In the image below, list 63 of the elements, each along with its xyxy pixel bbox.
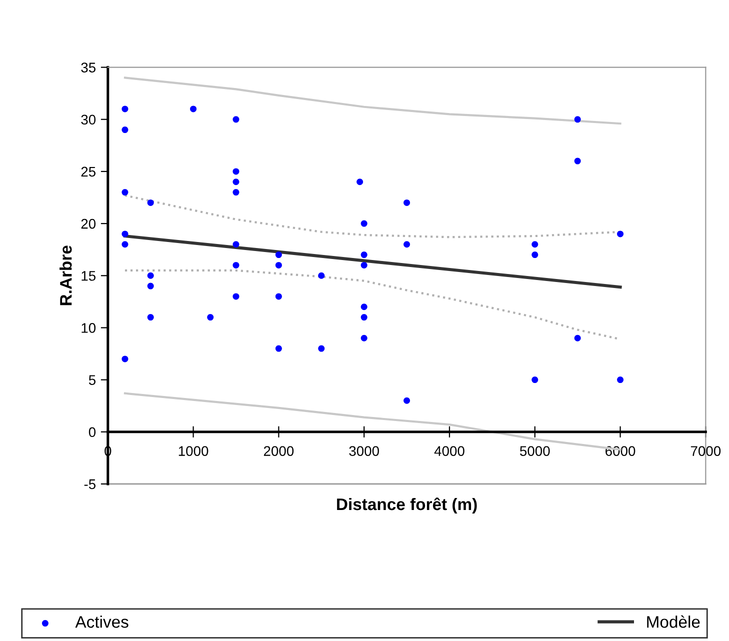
point [190,106,197,112]
point [617,376,624,384]
point [404,199,410,206]
point [360,304,368,310]
point [617,230,624,238]
point [532,376,538,384]
point [360,262,368,268]
x-tick-label: 2000 [264,446,294,456]
y-tick-label: 0 [88,427,96,438]
x-tick-label: 4000 [434,446,464,456]
point [232,178,240,186]
point [207,314,214,321]
x-tick-label: 1000 [178,446,208,456]
point [318,345,325,352]
point [574,334,581,342]
y-tick-label: 30 [81,114,96,125]
y-tick-label: 5 [88,375,96,385]
point [275,262,282,268]
point [574,116,581,123]
point [360,220,368,227]
y-tick-label: 15 [82,271,96,281]
point [275,345,282,352]
point [360,334,368,342]
y-axis-title: R.Arbre [60,246,72,306]
point [122,230,128,238]
y-tick-label: -5 [84,479,96,490]
point [122,106,128,112]
point [147,282,154,290]
point [532,252,538,258]
point [232,116,240,123]
point [147,314,154,321]
y-tick-label: 25 [81,166,96,177]
point [404,241,410,248]
point [360,252,368,258]
point [360,314,368,321]
line-series [124,76,622,125]
y-tick-label: 35 [81,62,96,72]
point [232,241,240,248]
point [122,126,128,134]
point [532,241,538,248]
x-tick-label: 3000 [349,446,379,456]
point [232,262,240,268]
point [275,293,282,300]
point [122,241,128,248]
x-tick-label: 7000 [690,446,721,456]
y-tick-label: 10 [82,323,96,333]
point [232,293,240,300]
point [574,158,581,164]
point [232,168,240,175]
point [147,199,154,206]
legend-label: Modèle [647,615,700,628]
point [147,272,154,279]
point [275,252,282,258]
point [356,178,364,186]
x-axis-title: Distance forêt (m) [337,498,477,514]
y-tick-label: 20 [81,218,96,229]
point [122,356,128,362]
point [318,272,325,279]
point [122,189,128,196]
point [232,189,240,196]
legend-label: Actives [75,616,128,628]
point [404,397,410,404]
x-tick-label: 5000 [520,446,550,456]
